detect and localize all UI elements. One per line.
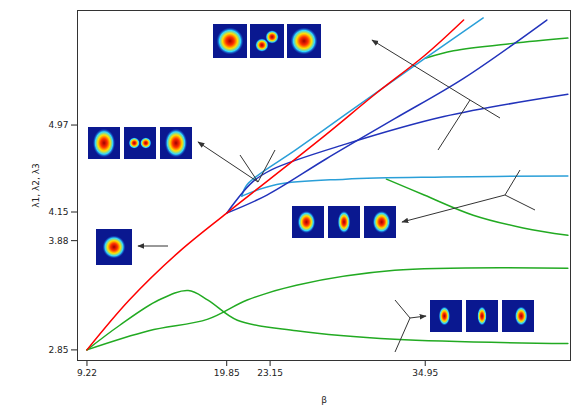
svg-text:9.22: 9.22 xyxy=(77,368,97,378)
svg-text:4.97: 4.97 xyxy=(48,120,68,130)
svg-text:34.95: 34.95 xyxy=(412,368,438,378)
svg-text:19.85: 19.85 xyxy=(214,368,240,378)
svg-text:β: β xyxy=(321,395,327,405)
svg-text:23.15: 23.15 xyxy=(257,368,283,378)
svg-text:λ1, λ2, λ3: λ1, λ2, λ3 xyxy=(31,163,41,208)
svg-text:2.85: 2.85 xyxy=(48,345,68,355)
svg-text:3.88: 3.88 xyxy=(48,236,68,246)
svg-text:4.15: 4.15 xyxy=(48,207,68,217)
